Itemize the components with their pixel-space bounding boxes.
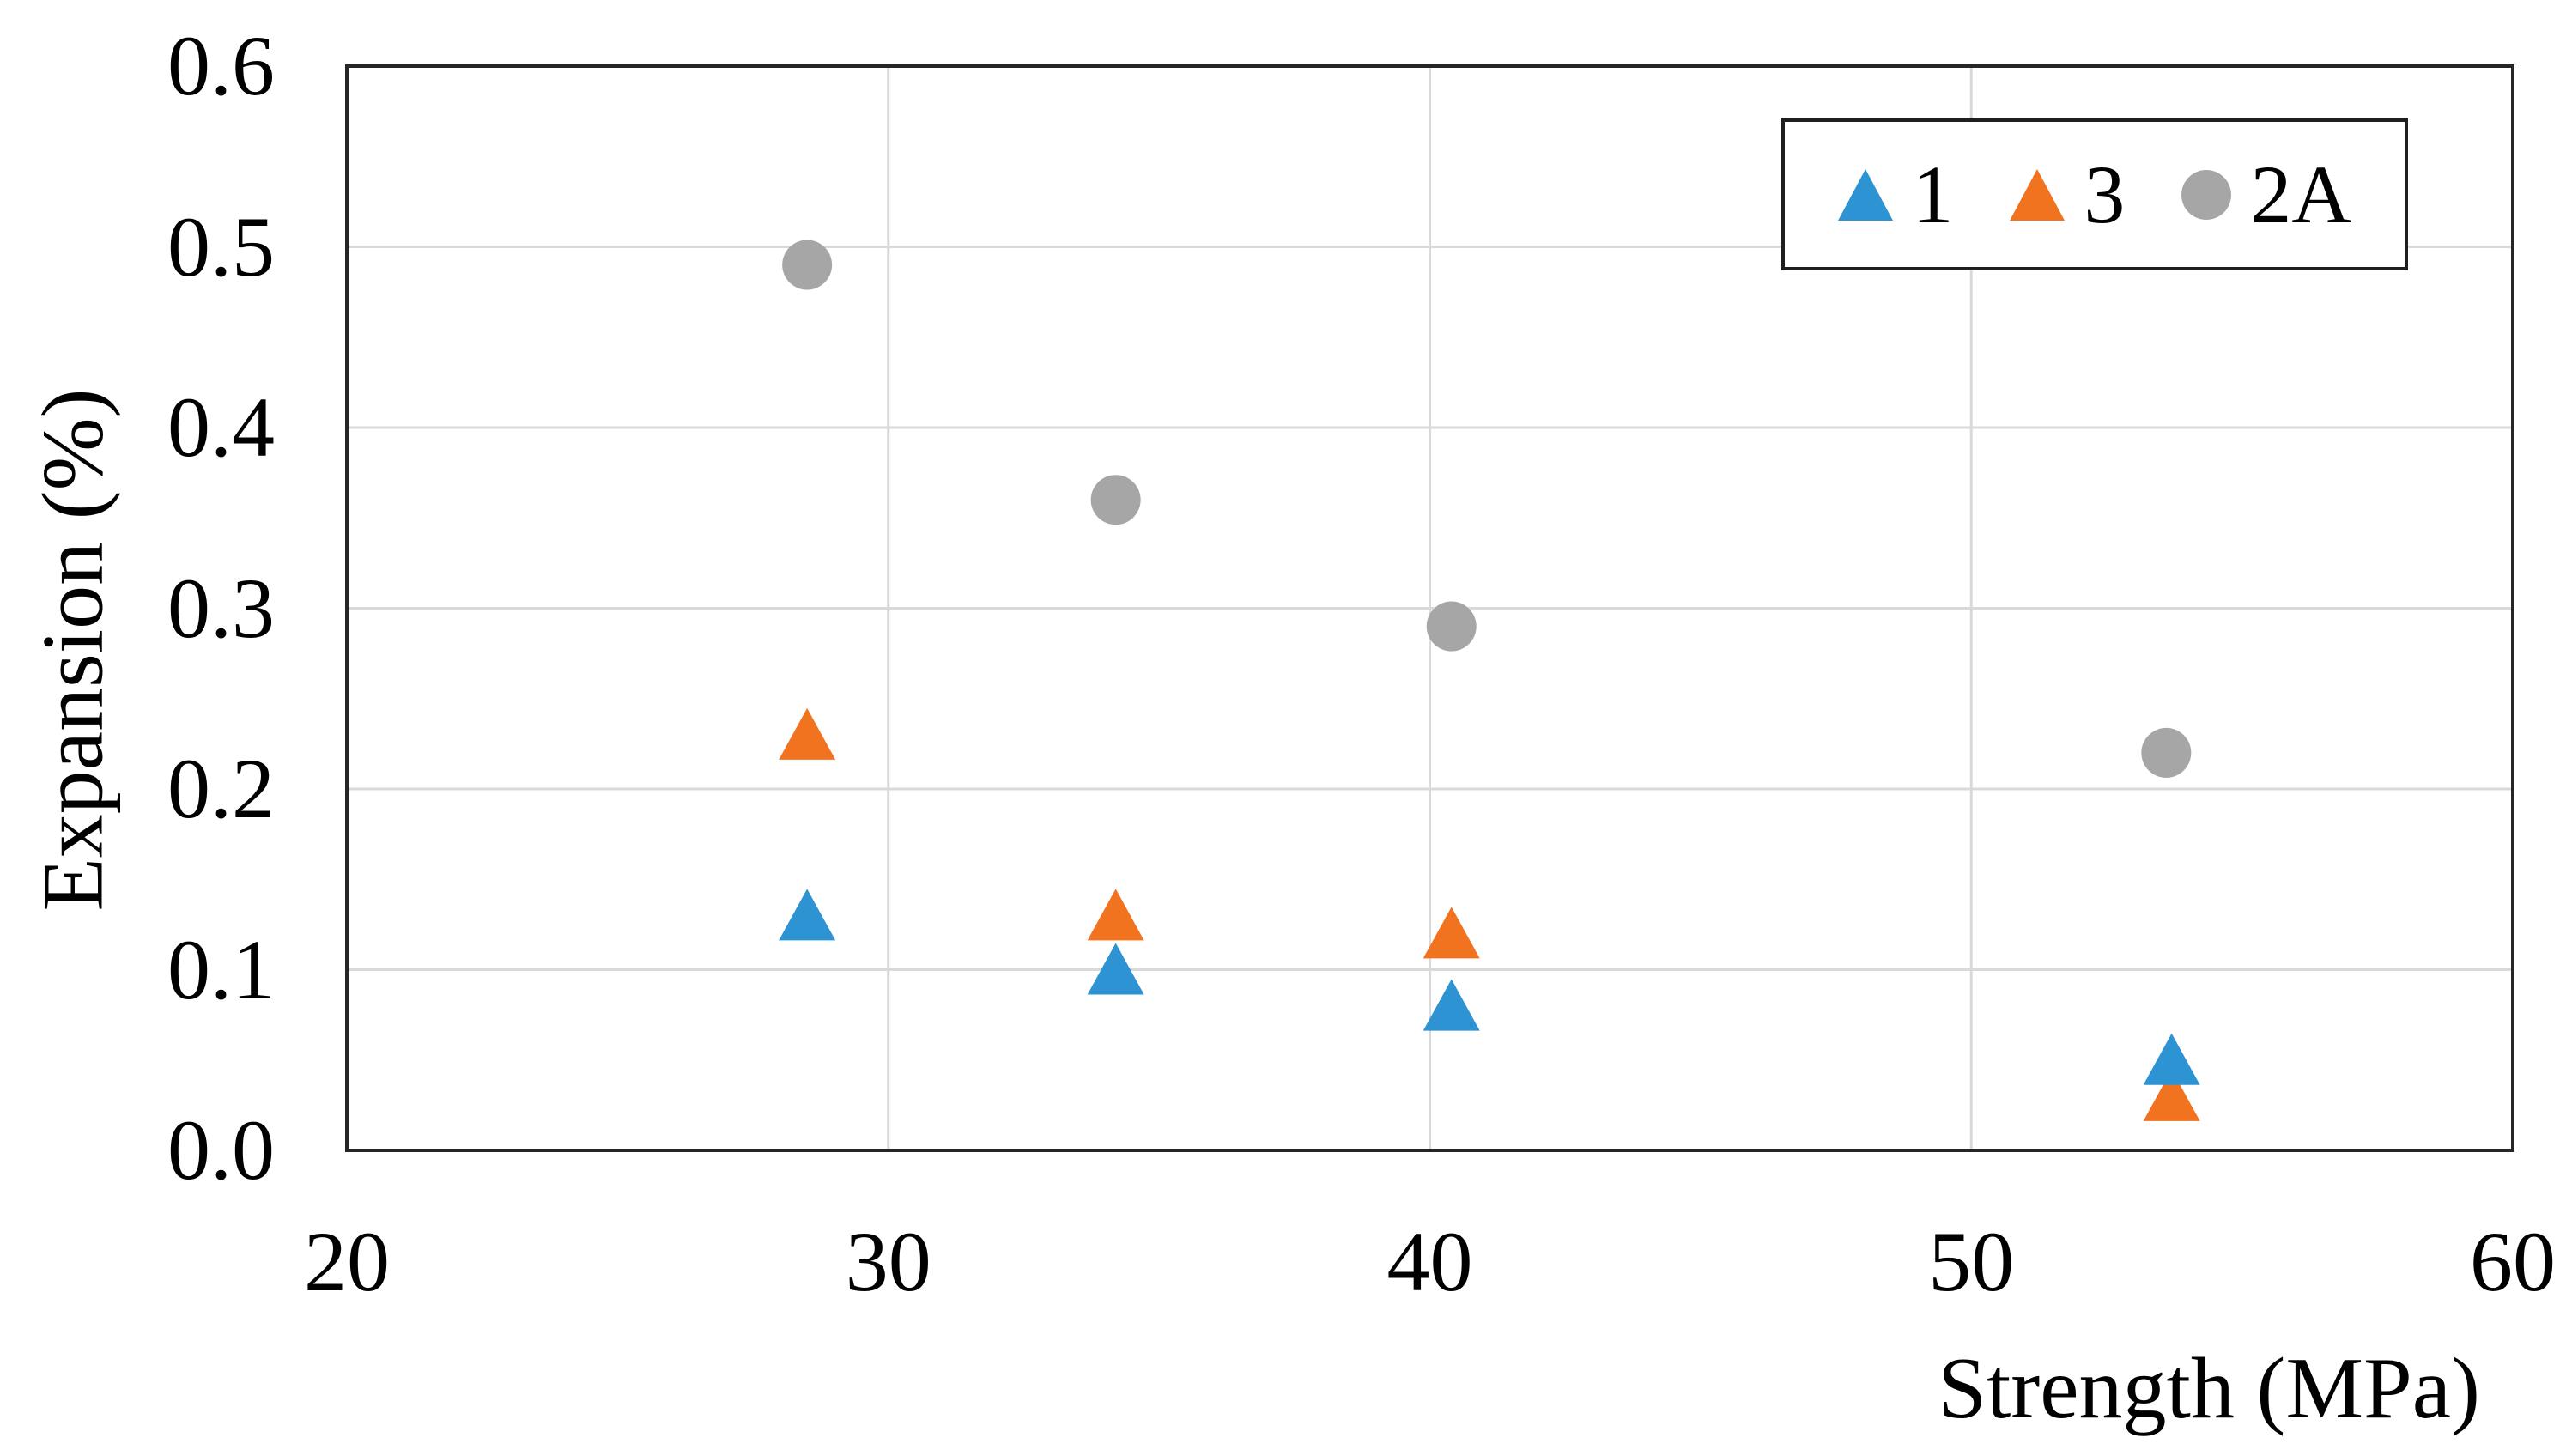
- legend-item-series-1: 1: [1838, 148, 1954, 240]
- data-point-triangle: [1423, 979, 1480, 1031]
- y-axis-title: Expansion (%): [24, 388, 122, 912]
- y-tick-label: 0.0: [167, 1102, 275, 1198]
- data-point-circle: [782, 240, 833, 290]
- legend: 1 3 2A: [1781, 118, 2408, 270]
- blue-triangle-marker-icon: [1838, 168, 1894, 221]
- data-point-triangle: [1087, 943, 1144, 995]
- gray-circle-marker-icon: [2181, 169, 2232, 220]
- x-tick-label: 60: [2470, 1214, 2556, 1309]
- plot-border: [345, 64, 2514, 1152]
- x-tick-label: 50: [1928, 1214, 2015, 1309]
- y-tick-label: 0.4: [167, 379, 275, 475]
- legend-label-series-1: 1: [1912, 148, 1954, 240]
- legend-item-series-3: 3: [2010, 148, 2126, 240]
- x-tick-label: 40: [1386, 1214, 1473, 1309]
- legend-label-series-2A: 2A: [2250, 148, 2351, 240]
- y-tick-label: 0.2: [167, 741, 275, 836]
- legend-label-series-3: 3: [2084, 148, 2126, 240]
- y-tick-label: 0.1: [167, 921, 275, 1017]
- x-tick-label: 20: [304, 1214, 390, 1309]
- y-tick-label: 0.3: [167, 560, 275, 656]
- x-axis-title: Strength (MPa): [1938, 1339, 2480, 1437]
- data-point-triangle: [779, 707, 836, 760]
- legend-item-series-2A: 2A: [2181, 148, 2351, 240]
- y-tick-label: 0.5: [167, 198, 275, 294]
- data-point-circle: [1426, 601, 1477, 652]
- data-point-circle: [2141, 727, 2192, 778]
- data-point-triangle: [2143, 1033, 2200, 1085]
- data-point-triangle: [1423, 907, 1480, 959]
- data-point-circle: [1090, 475, 1141, 525]
- orange-triangle-marker-icon: [2010, 168, 2066, 221]
- data-point-triangle: [2143, 1069, 2200, 1121]
- data-point-triangle: [779, 889, 836, 941]
- data-point-triangle: [1087, 889, 1144, 941]
- x-tick-label: 30: [845, 1214, 931, 1309]
- y-tick-label: 0.6: [167, 18, 275, 113]
